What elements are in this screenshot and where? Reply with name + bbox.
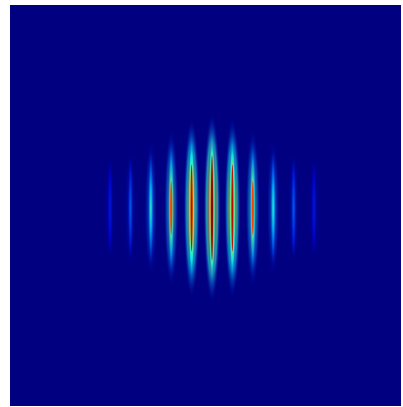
fringe-mark	[270, 149, 277, 267]
fringe-mark	[107, 160, 113, 256]
fringe-core	[251, 181, 254, 235]
fringe-core	[210, 155, 214, 261]
heatmap-frame	[10, 5, 401, 406]
fringe-group	[104, 113, 320, 303]
fringe-mark	[311, 160, 317, 256]
fringe-mark	[147, 149, 154, 267]
fringe-core	[190, 164, 193, 252]
fringe-mark	[291, 157, 297, 259]
fringe-core	[170, 181, 173, 235]
fringe-core	[231, 164, 234, 252]
heatmap-plot	[10, 5, 401, 406]
fringe-mark	[127, 157, 133, 259]
